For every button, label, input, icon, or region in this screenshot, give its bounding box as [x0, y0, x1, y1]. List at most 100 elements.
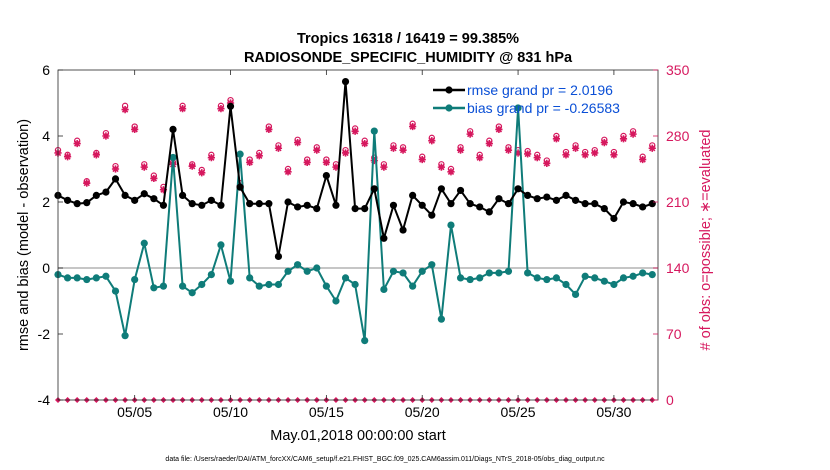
obs-evaluated-point — [639, 155, 647, 164]
bias-point — [303, 267, 311, 275]
rmse-point — [562, 191, 570, 199]
obs-evaluated-point — [255, 152, 263, 160]
rmse-point — [639, 203, 647, 211]
bias-point — [648, 271, 656, 279]
bias-point — [552, 274, 561, 282]
rmse-point — [322, 172, 330, 180]
bias-point — [629, 272, 637, 280]
obs-evaluated-point — [466, 130, 474, 138]
bias-point — [284, 267, 292, 275]
rmse-point — [361, 205, 369, 213]
bias-point — [111, 287, 120, 295]
rmse-point — [121, 191, 129, 199]
bias-point — [274, 280, 283, 289]
rmse-point — [389, 201, 398, 209]
obs-evaluated-point — [409, 122, 417, 131]
rmse-point — [341, 77, 350, 86]
obs-evaluated-point — [294, 139, 302, 147]
obs-evaluated-point — [581, 151, 589, 159]
chart-subtitle: RADIOSONDE_SPECIFIC_HUMIDITY @ 831 hPa — [244, 50, 573, 66]
bias-point — [198, 280, 206, 289]
obs-evaluated-point — [562, 151, 570, 159]
obs-evaluated-point — [131, 125, 139, 133]
obs-evaluated-point — [92, 151, 100, 159]
y-right-tick-label: 210 — [666, 194, 690, 210]
obs-evaluated-point — [524, 150, 532, 158]
obs-evaluated-point — [600, 139, 608, 147]
bias-point — [399, 269, 407, 277]
bias-point — [380, 285, 388, 294]
bias-point — [246, 274, 254, 282]
obs-evaluated-point — [485, 139, 493, 148]
rmse-point — [428, 211, 436, 219]
x-tick-label: 05/15 — [309, 404, 344, 420]
obs-evaluated-point — [73, 139, 81, 148]
bias-point — [236, 150, 244, 158]
bias-point — [226, 277, 235, 285]
bias-point — [179, 282, 187, 290]
bias-point — [476, 274, 484, 282]
bias-point — [140, 239, 148, 247]
obs-evaluated-point — [447, 168, 455, 176]
rmse-point — [188, 200, 196, 208]
rmse-point — [111, 175, 120, 183]
obs-evaluated-point — [159, 186, 168, 194]
rmse-point — [581, 200, 589, 208]
obs-evaluated-point — [418, 155, 426, 164]
y-right-tick-label: 350 — [666, 62, 690, 78]
rmse-point — [524, 191, 532, 199]
rmse-point — [92, 191, 100, 199]
bias-point — [131, 275, 139, 284]
bias-point — [169, 153, 177, 162]
rmse-point — [437, 185, 445, 193]
x-tick-label: 05/20 — [405, 404, 440, 420]
rmse-point — [466, 200, 474, 208]
plot-frame — [57, 69, 659, 401]
rmse-point — [619, 198, 628, 206]
bias-point — [610, 280, 618, 289]
rmse-point — [159, 201, 168, 209]
legend-rmse-marker — [445, 86, 453, 94]
rmse-point — [485, 208, 493, 216]
bias-point — [409, 282, 417, 290]
bias-point — [428, 261, 436, 269]
obs-evaluated-point — [610, 151, 618, 159]
rmse-point — [169, 125, 177, 133]
plot-area — [58, 70, 658, 400]
obs-evaluated-point — [456, 146, 465, 154]
bias-point — [370, 127, 378, 135]
bias-point — [524, 269, 532, 277]
rmse-point — [543, 193, 551, 201]
obs-evaluated-point — [332, 163, 340, 171]
obs-evaluated-point — [648, 144, 656, 152]
bias-point — [389, 267, 398, 275]
rmse-point — [217, 201, 225, 209]
x-axis: 05/05 05/10 05/15 05/20 05/25 05/30 — [117, 70, 632, 420]
rmse-point — [246, 200, 254, 208]
obs-evaluated-point — [399, 146, 407, 154]
obs-evaluated-point — [303, 158, 311, 166]
obs-evaluated-point — [552, 135, 561, 143]
bias-point — [543, 275, 551, 284]
obs-evaluated-point — [217, 105, 225, 113]
obs-evaluated-point — [543, 159, 551, 167]
bias-point — [92, 274, 100, 282]
rmse-point — [236, 183, 244, 191]
obs-evaluated-point — [389, 144, 398, 152]
x-tick-label: 05/25 — [501, 404, 536, 420]
obs-evaluated-point — [476, 154, 484, 162]
rmse-point — [629, 200, 637, 208]
rmse-point — [571, 196, 580, 204]
bias-point — [466, 275, 474, 284]
bias-point — [562, 280, 570, 289]
rmse-point — [495, 195, 503, 203]
obs-evaluated-point — [322, 158, 330, 166]
y-left-tick-label: 0 — [42, 260, 50, 276]
obs-evaluated-point — [619, 135, 628, 143]
obs-evaluated-point — [437, 163, 445, 171]
rmse-point — [399, 226, 407, 234]
bias-point — [83, 275, 91, 284]
rmse-point — [102, 188, 110, 196]
x-axis-label: May.01,2018 00:00:00 start — [270, 428, 445, 444]
legend-bias-label: bias grand pr = -0.26583 — [467, 100, 620, 116]
